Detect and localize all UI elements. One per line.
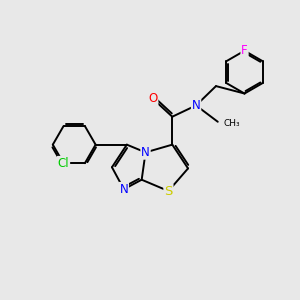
Text: CH₃: CH₃ [223, 119, 240, 128]
Text: N: N [119, 183, 128, 196]
Text: N: N [141, 146, 150, 159]
Text: S: S [164, 184, 172, 197]
Text: N: N [192, 99, 200, 112]
Text: Cl: Cl [58, 157, 69, 170]
Text: F: F [241, 44, 248, 57]
Text: O: O [148, 92, 158, 105]
